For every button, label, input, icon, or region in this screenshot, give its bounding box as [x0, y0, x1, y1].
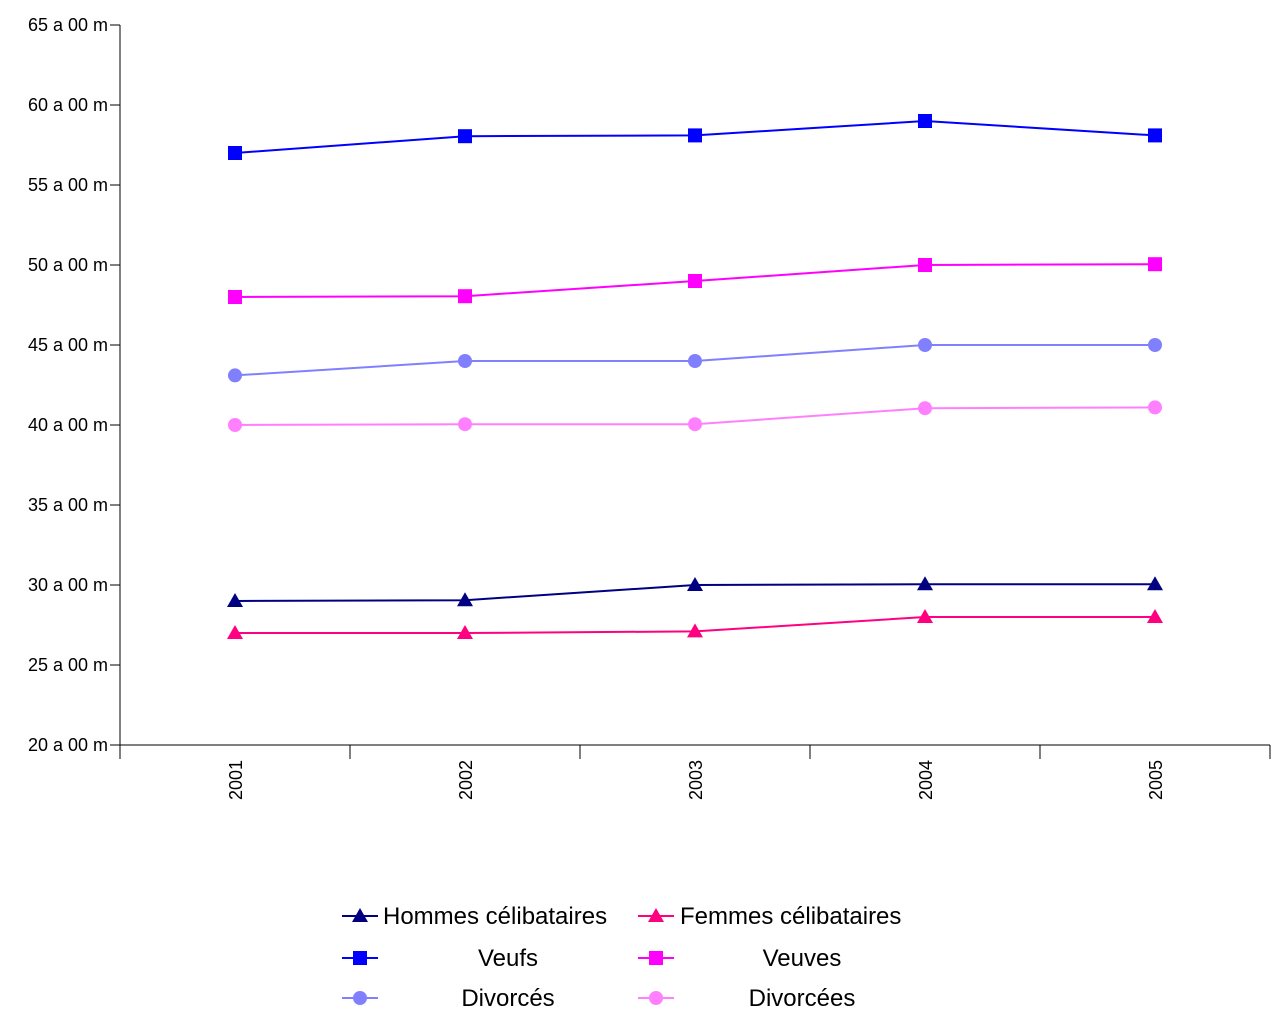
- data-point: [227, 625, 243, 639]
- legend-item: Femmes célibataires: [638, 903, 901, 930]
- data-point: [1148, 400, 1162, 415]
- series-0: [227, 576, 1163, 607]
- x-tick-label: 2001: [226, 760, 246, 800]
- legend-item: Hommes célibataires: [342, 903, 607, 930]
- data-point: [918, 114, 932, 128]
- y-tick-label: 20 a 00 m: [28, 735, 108, 755]
- series-1: [227, 609, 1163, 639]
- legend-marker: [648, 908, 664, 922]
- y-tick-label: 35 a 00 m: [28, 495, 108, 515]
- data-point: [1148, 128, 1162, 143]
- legend-marker: [353, 991, 367, 1005]
- data-point: [458, 354, 472, 368]
- legend-marker: [352, 908, 368, 922]
- series-2: [228, 114, 1162, 160]
- data-point: [687, 623, 703, 638]
- data-point: [458, 289, 472, 304]
- y-tick-label: 45 a 00 m: [28, 335, 108, 355]
- data-point: [1148, 338, 1162, 352]
- x-tick-label: 2002: [456, 760, 476, 800]
- data-point: [228, 368, 242, 383]
- y-tick-label: 55 a 00 m: [28, 175, 108, 195]
- series-5: [228, 400, 1162, 432]
- series-3: [228, 257, 1162, 304]
- x-tick-label: 2004: [916, 760, 936, 800]
- legend-marker: [353, 951, 367, 965]
- data-point: [1147, 576, 1163, 591]
- y-tick-label: 50 a 00 m: [28, 255, 108, 275]
- series-4: [228, 338, 1162, 383]
- legend-marker: [649, 951, 663, 965]
- y-tick-label: 25 a 00 m: [28, 655, 108, 675]
- data-point: [457, 592, 473, 607]
- y-tick-label: 30 a 00 m: [28, 575, 108, 595]
- legend-marker: [649, 991, 663, 1005]
- legend-label: Femmes célibataires: [680, 903, 901, 930]
- legend-item: Divorcés: [342, 985, 555, 1012]
- y-tick-label: 65 a 00 m: [28, 15, 108, 35]
- data-point: [918, 338, 932, 352]
- y-tick-label: 60 a 00 m: [28, 95, 108, 115]
- data-point: [918, 401, 932, 416]
- legend: Hommes célibataires Femmes célibataires Ve…: [342, 903, 901, 1012]
- data-point: [458, 129, 472, 144]
- x-tick-label: 2003: [686, 760, 706, 800]
- data-point: [917, 609, 933, 623]
- legend-item: Veufs: [342, 945, 538, 972]
- x-tick-label: 2005: [1146, 760, 1166, 800]
- data-point: [917, 576, 933, 591]
- data-point: [228, 418, 242, 432]
- y-tick-label: 40 a 00 m: [28, 415, 108, 435]
- data-point: [1147, 609, 1163, 623]
- data-point: [687, 577, 703, 591]
- legend-label: Veuves: [763, 945, 842, 972]
- data-point: [1148, 257, 1162, 272]
- data-point: [688, 417, 702, 432]
- legend-label: Hommes célibataires: [383, 903, 607, 930]
- legend-label: Veufs: [478, 945, 538, 972]
- data-point: [918, 258, 932, 272]
- legend-item: Divorcées: [638, 985, 855, 1012]
- data-point: [228, 290, 242, 304]
- legend-label: Divorcés: [461, 985, 554, 1012]
- data-point: [227, 593, 243, 607]
- legend-item: Veuves: [638, 945, 841, 972]
- data-point: [688, 128, 702, 143]
- data-point: [688, 354, 702, 368]
- legend-label: Divorcées: [749, 985, 856, 1012]
- data-point: [688, 274, 702, 288]
- axes: 20 a 00 m 25 a 00 m 30 a 00 m 35 a 00 m 40 a…: [28, 15, 1271, 800]
- data-point: [458, 417, 472, 432]
- data-point: [457, 625, 473, 639]
- data-point: [228, 146, 242, 160]
